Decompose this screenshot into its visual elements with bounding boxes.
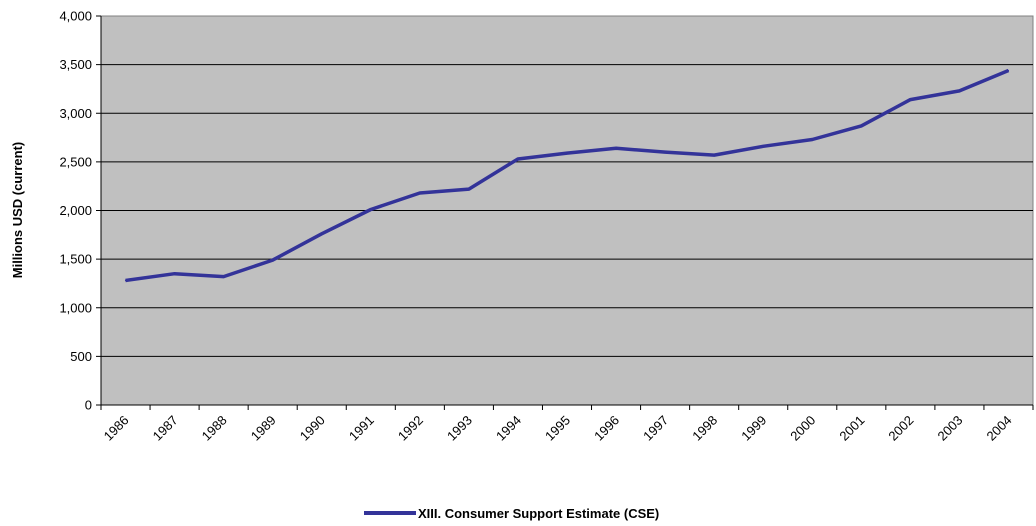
data-point: [517, 158, 519, 160]
y-tick-label: 1,500: [59, 252, 92, 267]
x-tick-label: 1994: [493, 413, 524, 444]
x-tick-label: 1991: [346, 413, 377, 444]
x-tick-label: 2002: [885, 413, 916, 444]
y-tick-label: 2,500: [59, 154, 92, 169]
legend-label: XIII. Consumer Support Estimate (CSE): [418, 506, 659, 521]
data-point: [419, 192, 421, 194]
y-tick-label: 4,000: [59, 9, 92, 24]
x-tick-label: 1986: [101, 413, 132, 444]
data-point: [173, 273, 176, 275]
y-tick-label: 0: [85, 398, 92, 413]
y-tick-label: 3,500: [59, 57, 92, 72]
data-point: [566, 152, 568, 154]
data-point: [468, 188, 470, 190]
x-tick-label: 1997: [640, 413, 671, 444]
data-point: [321, 233, 323, 235]
data-point: [272, 259, 274, 261]
data-point: [713, 154, 715, 156]
data-point: [1007, 69, 1010, 72]
x-tick-label: 1989: [248, 413, 279, 444]
data-point: [615, 147, 617, 149]
x-tick-label: 1999: [738, 413, 769, 444]
data-point: [909, 99, 911, 101]
series-layer: [124, 68, 1010, 283]
data-point: [762, 145, 764, 147]
y-axis: 0 500 1,000 1,500 2,000 2,500 3,000 3,500 4,000: [59, 9, 102, 413]
data-point: [370, 208, 372, 211]
x-tick-label: 2003: [934, 413, 965, 444]
x-tick-label: 1995: [542, 413, 573, 444]
x-tick-label: 1993: [444, 413, 475, 444]
legend: XIII. Consumer Support Estimate (CSE): [364, 506, 659, 521]
data-point: [958, 90, 961, 92]
data-point: [664, 151, 666, 153]
gridlines: [101, 64, 1033, 357]
y-tick-label: 2,000: [59, 203, 92, 218]
data-point: [811, 138, 813, 141]
y-tick-label: 1,000: [59, 300, 92, 315]
x-tick-label: 1990: [297, 413, 328, 444]
y-axis-title: Millions USD (current): [10, 142, 25, 279]
data-point: [860, 125, 862, 127]
x-tick-label: 1992: [395, 413, 426, 444]
data-point: [124, 279, 127, 282]
y-tick-label: 500: [70, 349, 92, 364]
x-tick-label: 1987: [150, 413, 181, 444]
x-tick-label: 2004: [984, 413, 1015, 444]
x-tick-label: 1998: [689, 413, 720, 444]
data-point: [223, 276, 225, 278]
x-tick-label: 2001: [836, 413, 867, 444]
y-tick-label: 3,000: [59, 106, 92, 121]
x-axis: 1986 1987 1988 1989 1990 1991 1992 1993 1994 1995…: [100, 404, 1034, 444]
x-tick-label: 1996: [591, 413, 622, 444]
x-tick-label: 2000: [787, 413, 818, 444]
x-tick-label: 1988: [199, 413, 230, 444]
